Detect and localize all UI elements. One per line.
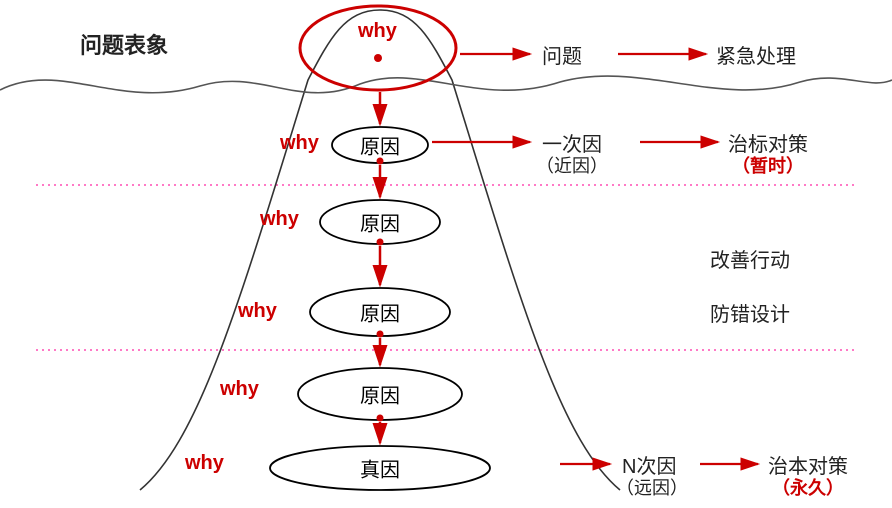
water-line — [0, 76, 892, 93]
why-label-4: why — [185, 452, 224, 475]
level-tag-0: 直接原因 — [46, 128, 154, 174]
cause-node-label-4: 真因 — [360, 454, 400, 483]
surface-label: 问题表象 — [80, 28, 168, 60]
why-label-2: why — [238, 300, 277, 323]
right-right-sub-2: （永久） — [772, 474, 844, 500]
cause-node-label-1: 原因 — [360, 208, 400, 237]
right-right-0: 紧急处理 — [716, 40, 796, 69]
cause-node-label-3: 原因 — [360, 380, 400, 409]
right-left-sub-1: （近因） — [536, 152, 608, 178]
why-label-0: why — [280, 132, 319, 155]
cause-node-label-2: 原因 — [360, 298, 400, 327]
top-why-circle — [300, 6, 456, 90]
mid-right-1: 防错设计 — [710, 298, 790, 327]
right-right-sub-1: （暂时） — [732, 152, 804, 178]
cause-node-label-0: 原因 — [360, 131, 400, 160]
level-tag-1: 中间原因 — [46, 270, 154, 316]
why-label-3: why — [220, 378, 259, 401]
right-left-sub-2: （远因） — [616, 474, 688, 500]
top-why-label: why — [358, 20, 397, 43]
mid-right-0: 改善行动 — [710, 244, 790, 273]
why-label-1: why — [260, 208, 299, 231]
level-tag-2: 根本原因 — [46, 388, 154, 434]
right-left-0: 问题 — [542, 40, 582, 69]
